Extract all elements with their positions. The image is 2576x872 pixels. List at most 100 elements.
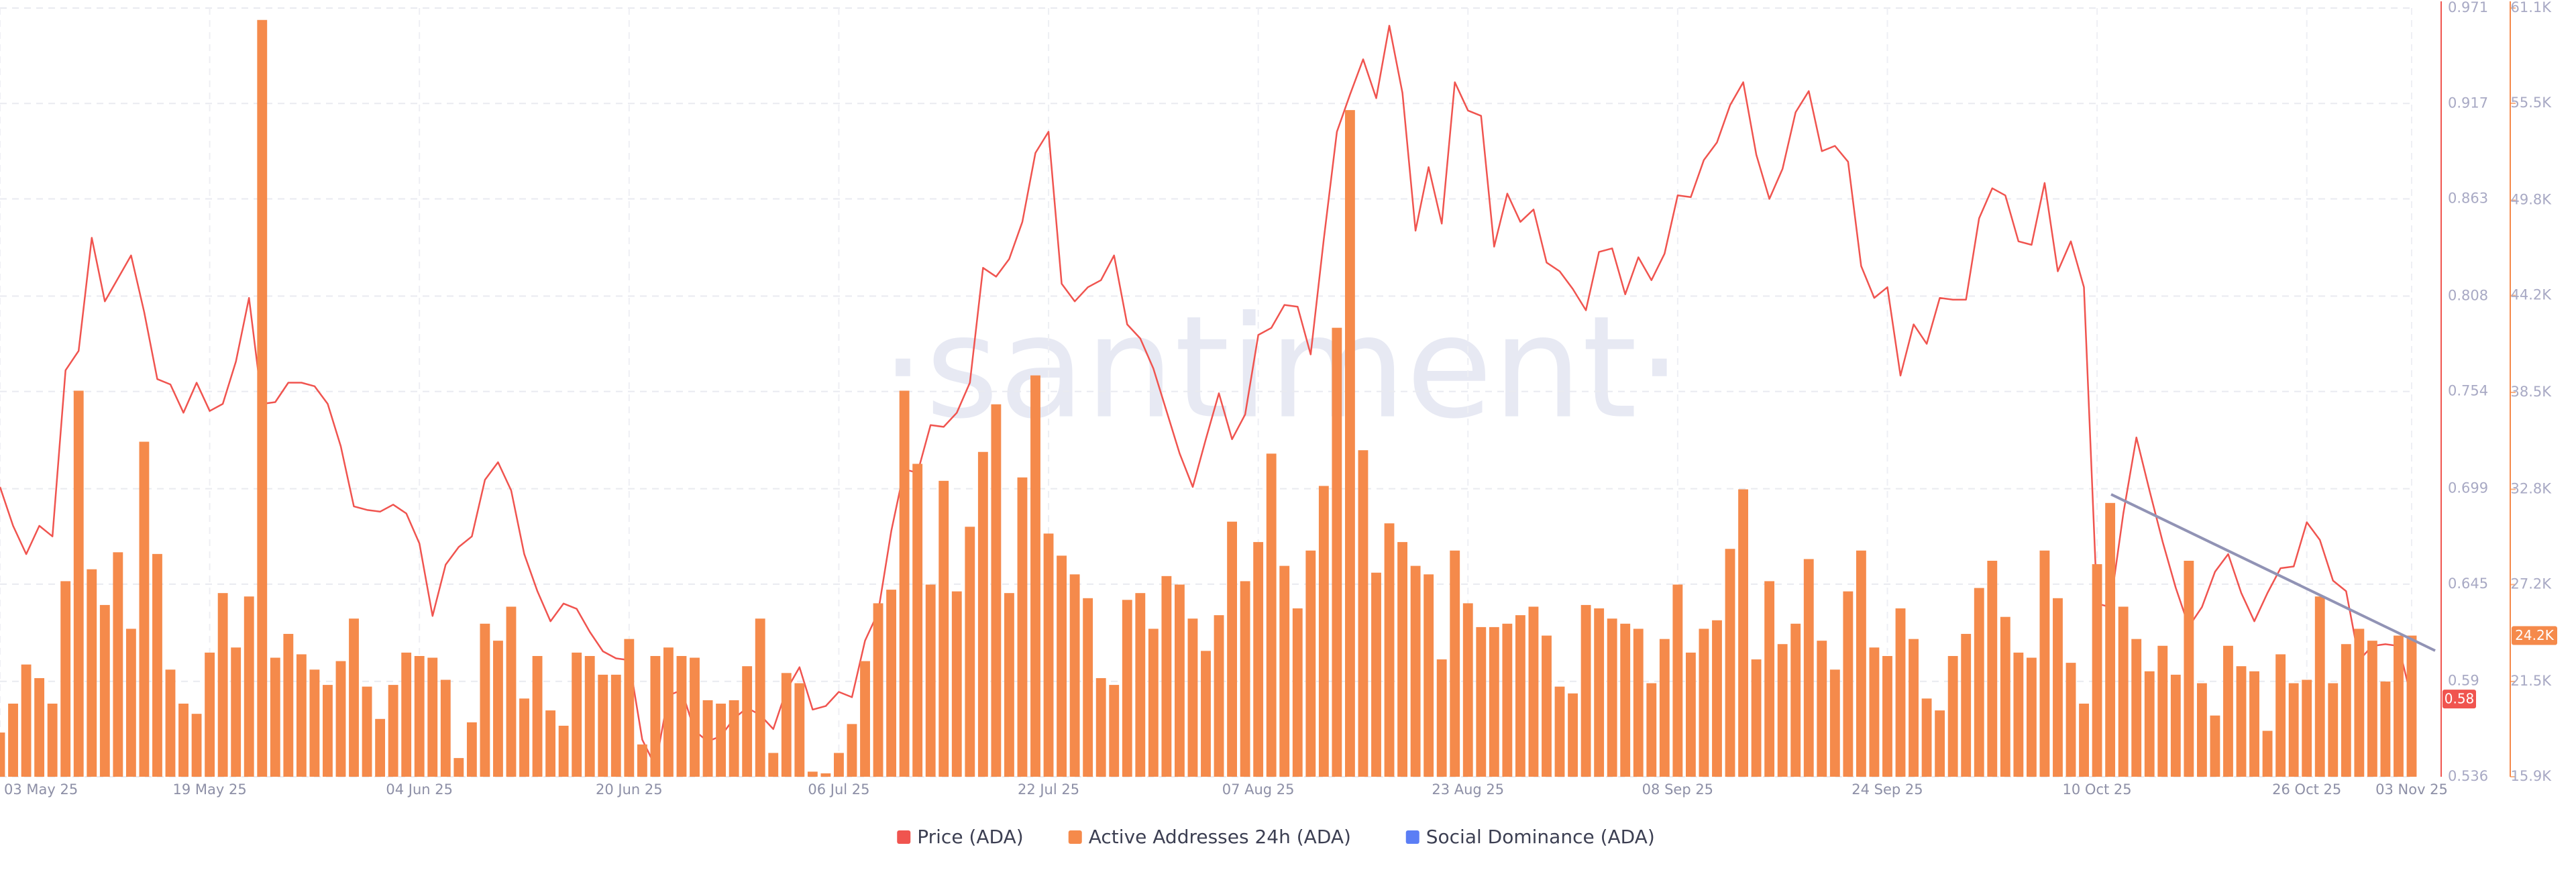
- bar: [1253, 542, 1264, 777]
- y-tick-label: 0.536: [2448, 768, 2488, 784]
- bar: [1358, 450, 1368, 777]
- bar: [414, 655, 425, 777]
- bar: [125, 629, 136, 777]
- legend-swatch: [1068, 830, 1082, 844]
- legend-item[interactable]: Price (ADA): [897, 826, 1024, 848]
- bar: [1462, 603, 1473, 777]
- bar: [991, 404, 1002, 777]
- bar: [1777, 644, 1788, 777]
- bar: [427, 657, 438, 777]
- x-tick-label: 06 Jul 25: [808, 781, 869, 798]
- bar: [270, 657, 280, 777]
- y-tick-label: 0.808: [2448, 287, 2488, 303]
- y2-tick-label: 55.5K: [2510, 95, 2552, 111]
- bar: [1476, 626, 1487, 777]
- bar: [453, 758, 464, 777]
- bar: [244, 596, 254, 777]
- bar: [1227, 521, 1238, 777]
- bar: [2079, 703, 2089, 777]
- bar: [2328, 683, 2339, 777]
- bar: [47, 703, 58, 777]
- bar: [1685, 652, 1696, 777]
- bar: [2170, 674, 2181, 777]
- bar: [1633, 629, 1644, 777]
- bar: [2262, 730, 2273, 777]
- bar: [2065, 663, 2076, 777]
- x-tick-label: 20 Jun 25: [596, 781, 663, 798]
- y2-tick-label: 49.8K: [2510, 192, 2552, 208]
- bar: [60, 581, 71, 777]
- bar: [624, 639, 635, 777]
- bar: [1790, 623, 1801, 777]
- bar: [2302, 679, 2312, 777]
- bar: [1843, 591, 1854, 777]
- bar: [1974, 588, 1984, 777]
- bar: [480, 623, 490, 777]
- x-tick-label: 04 Jun 25: [386, 781, 453, 798]
- bar: [1030, 375, 1040, 777]
- x-tick-label: 22 Jul 25: [1018, 781, 1079, 798]
- bar: [663, 647, 674, 777]
- bar: [1659, 639, 1670, 777]
- bar: [1043, 533, 1054, 777]
- bar: [1594, 608, 1605, 777]
- y-tick-label: 0.59: [2448, 673, 2479, 689]
- bar: [1935, 710, 1945, 777]
- bar: [860, 661, 870, 777]
- x-tick-label: 19 May 25: [172, 781, 246, 798]
- bar: [466, 722, 477, 777]
- bar: [99, 604, 110, 777]
- bar: [231, 647, 241, 777]
- bar: [1817, 641, 1827, 777]
- bar: [912, 464, 923, 777]
- bar: [1384, 523, 1395, 777]
- bar: [388, 685, 398, 777]
- bar: [217, 593, 228, 777]
- bar: [152, 553, 162, 777]
- bar: [1083, 598, 1093, 777]
- legend-item[interactable]: Active Addresses 24h (ADA): [1068, 826, 1351, 848]
- bar: [886, 590, 897, 777]
- bar: [690, 657, 700, 777]
- bar: [965, 527, 975, 777]
- bar: [2210, 715, 2220, 777]
- bar: [820, 773, 831, 777]
- bar: [1095, 677, 1106, 777]
- bar: [1489, 626, 1499, 777]
- legend-label: Social Dominance (ADA): [1426, 826, 1655, 848]
- bar: [2184, 561, 2194, 777]
- bar: [1829, 669, 1840, 777]
- bar: [572, 652, 582, 777]
- bar: [1069, 574, 1080, 777]
- bar: [8, 703, 18, 777]
- legend-item[interactable]: Social Dominance (ADA): [1405, 826, 1655, 848]
- bar: [440, 679, 451, 777]
- legend-label: Price (ADA): [917, 826, 1023, 848]
- bar: [2341, 644, 2351, 777]
- bar: [2039, 550, 2050, 777]
- price-line: [0, 25, 2413, 767]
- bar: [834, 753, 844, 777]
- bar: [2354, 629, 2365, 777]
- bar: [1410, 565, 1421, 777]
- bar: [2053, 598, 2063, 777]
- bar: [794, 683, 805, 777]
- bar: [21, 664, 32, 777]
- bar: [205, 652, 215, 777]
- bar: [2000, 616, 2010, 777]
- bar: [1738, 489, 1748, 777]
- x-tick-label: 07 Aug 25: [1222, 781, 1295, 798]
- bar: [637, 744, 647, 777]
- bar: [283, 634, 294, 777]
- bar: [1580, 604, 1591, 777]
- y-tick-label: 0.699: [2448, 480, 2488, 496]
- bar: [1305, 550, 1316, 777]
- bar: [1122, 600, 1132, 777]
- bar: [1607, 618, 1617, 777]
- bar: [1712, 620, 1722, 777]
- bar: [951, 591, 962, 777]
- bar: [493, 641, 503, 777]
- bar: [899, 390, 910, 777]
- last-value-label: 0.58: [2445, 691, 2475, 707]
